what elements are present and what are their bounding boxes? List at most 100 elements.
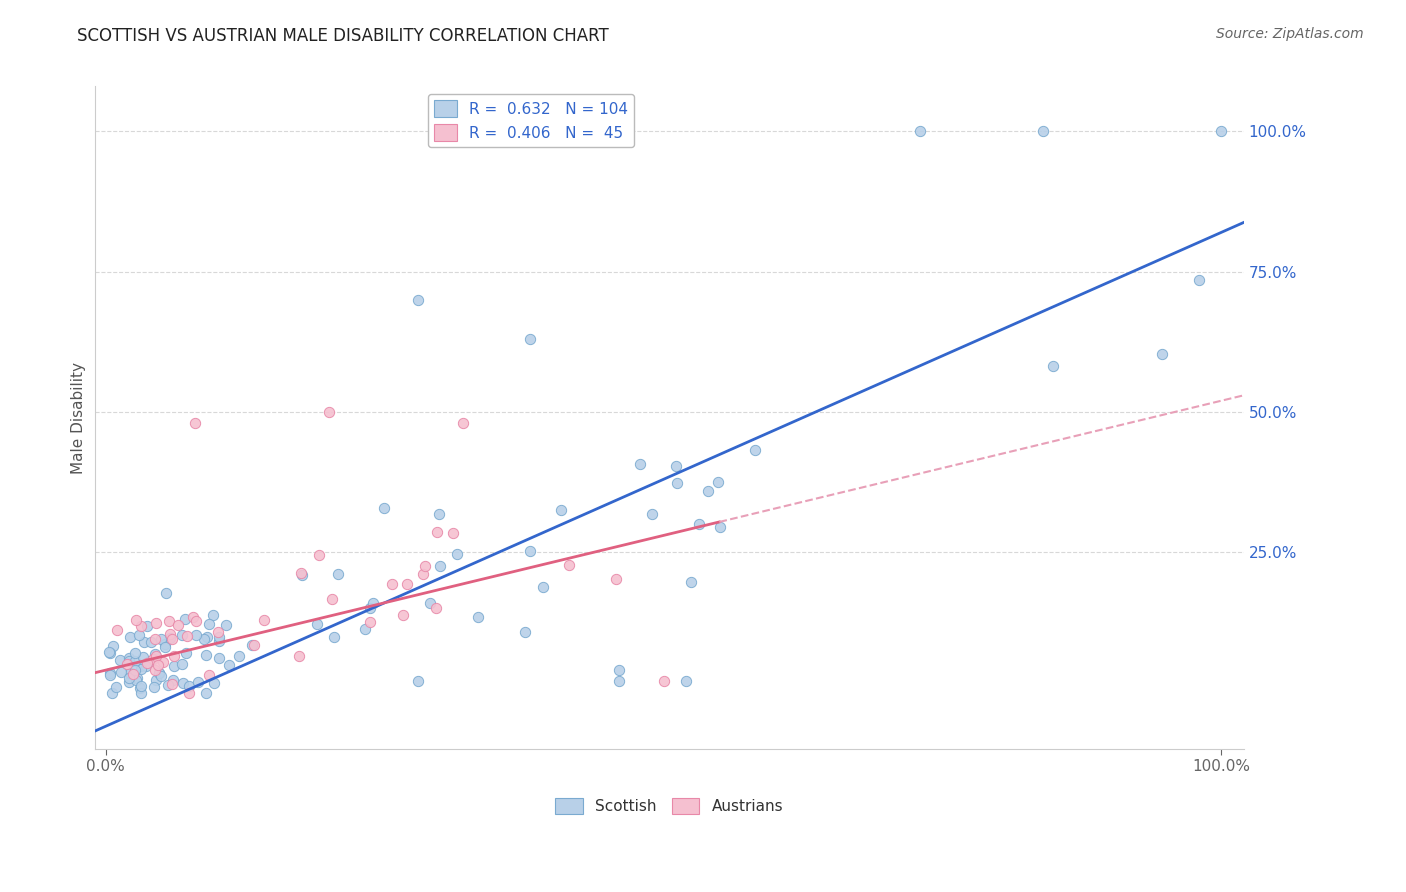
Point <box>287 648 309 663</box>
Point <box>139 635 162 649</box>
Point <box>550 503 572 517</box>
Point <box>156 678 179 692</box>
Point <box>136 656 159 670</box>
Point <box>129 681 152 695</box>
Point <box>519 332 541 346</box>
Point <box>117 655 139 669</box>
Point <box>131 662 153 676</box>
Point <box>665 475 688 490</box>
Point <box>290 566 312 580</box>
Point <box>707 475 730 489</box>
Point <box>110 665 132 679</box>
Point <box>406 674 429 689</box>
Point <box>218 658 240 673</box>
Point <box>415 559 437 574</box>
Point <box>208 634 231 648</box>
Point <box>696 484 718 499</box>
Point <box>148 658 170 673</box>
Point <box>159 631 181 645</box>
Point <box>195 685 218 699</box>
Point <box>359 601 381 615</box>
Point <box>132 635 155 649</box>
Point <box>101 685 124 699</box>
Point <box>308 548 330 562</box>
Point <box>145 616 167 631</box>
Point <box>129 685 152 699</box>
Point <box>208 651 231 665</box>
Point <box>513 625 536 640</box>
Point <box>184 416 207 430</box>
Point <box>665 458 688 473</box>
Point <box>605 572 627 586</box>
Point <box>98 644 121 658</box>
Point <box>195 630 218 644</box>
Point <box>240 639 263 653</box>
Point <box>100 665 122 680</box>
Point <box>167 617 190 632</box>
Y-axis label: Male Disability: Male Disability <box>72 361 86 474</box>
Point <box>326 567 349 582</box>
Point <box>519 544 541 558</box>
Point <box>153 637 176 651</box>
Point <box>177 685 200 699</box>
Point <box>159 627 181 641</box>
Point <box>744 443 766 458</box>
Point <box>426 525 449 540</box>
Point <box>124 646 146 660</box>
Point <box>396 576 419 591</box>
Point <box>125 613 148 627</box>
Point <box>136 618 159 632</box>
Point <box>307 617 329 632</box>
Point <box>427 507 450 521</box>
Point <box>174 612 197 626</box>
Point <box>688 516 710 531</box>
Point <box>451 416 474 430</box>
Point <box>143 647 166 661</box>
Point <box>253 613 276 627</box>
Point <box>1152 347 1174 361</box>
Point <box>187 674 209 689</box>
Point <box>228 648 250 663</box>
Point <box>143 680 166 694</box>
Point <box>181 610 204 624</box>
Text: Source: ZipAtlas.com: Source: ZipAtlas.com <box>1216 27 1364 41</box>
Point <box>1188 273 1211 287</box>
Point <box>361 597 384 611</box>
Point <box>1042 359 1064 373</box>
Point <box>125 671 148 685</box>
Point <box>129 618 152 632</box>
Point <box>139 654 162 668</box>
Point <box>186 615 208 629</box>
Point <box>242 638 264 652</box>
Point <box>100 646 122 660</box>
Point <box>117 674 139 689</box>
Point <box>157 614 180 628</box>
Point <box>174 646 197 660</box>
Point <box>392 607 415 622</box>
Point <box>105 680 128 694</box>
Point <box>179 679 201 693</box>
Point <box>118 671 141 685</box>
Point <box>321 591 343 606</box>
Point <box>172 675 194 690</box>
Point <box>202 607 225 622</box>
Text: SCOTTISH VS AUSTRIAN MALE DISABILITY CORRELATION CHART: SCOTTISH VS AUSTRIAN MALE DISABILITY COR… <box>77 27 609 45</box>
Point <box>124 654 146 668</box>
Point <box>446 547 468 561</box>
Point <box>628 457 651 471</box>
Point <box>145 648 167 663</box>
Point <box>373 501 395 516</box>
Point <box>129 679 152 693</box>
Point <box>148 666 170 681</box>
Point <box>149 669 172 683</box>
Point <box>170 657 193 671</box>
Point <box>115 657 138 671</box>
Point <box>381 576 404 591</box>
Point <box>709 520 731 534</box>
Point <box>152 655 174 669</box>
Point <box>652 674 675 689</box>
Point <box>406 293 429 307</box>
Point <box>1032 124 1054 138</box>
Point <box>162 673 184 687</box>
Point <box>163 658 186 673</box>
